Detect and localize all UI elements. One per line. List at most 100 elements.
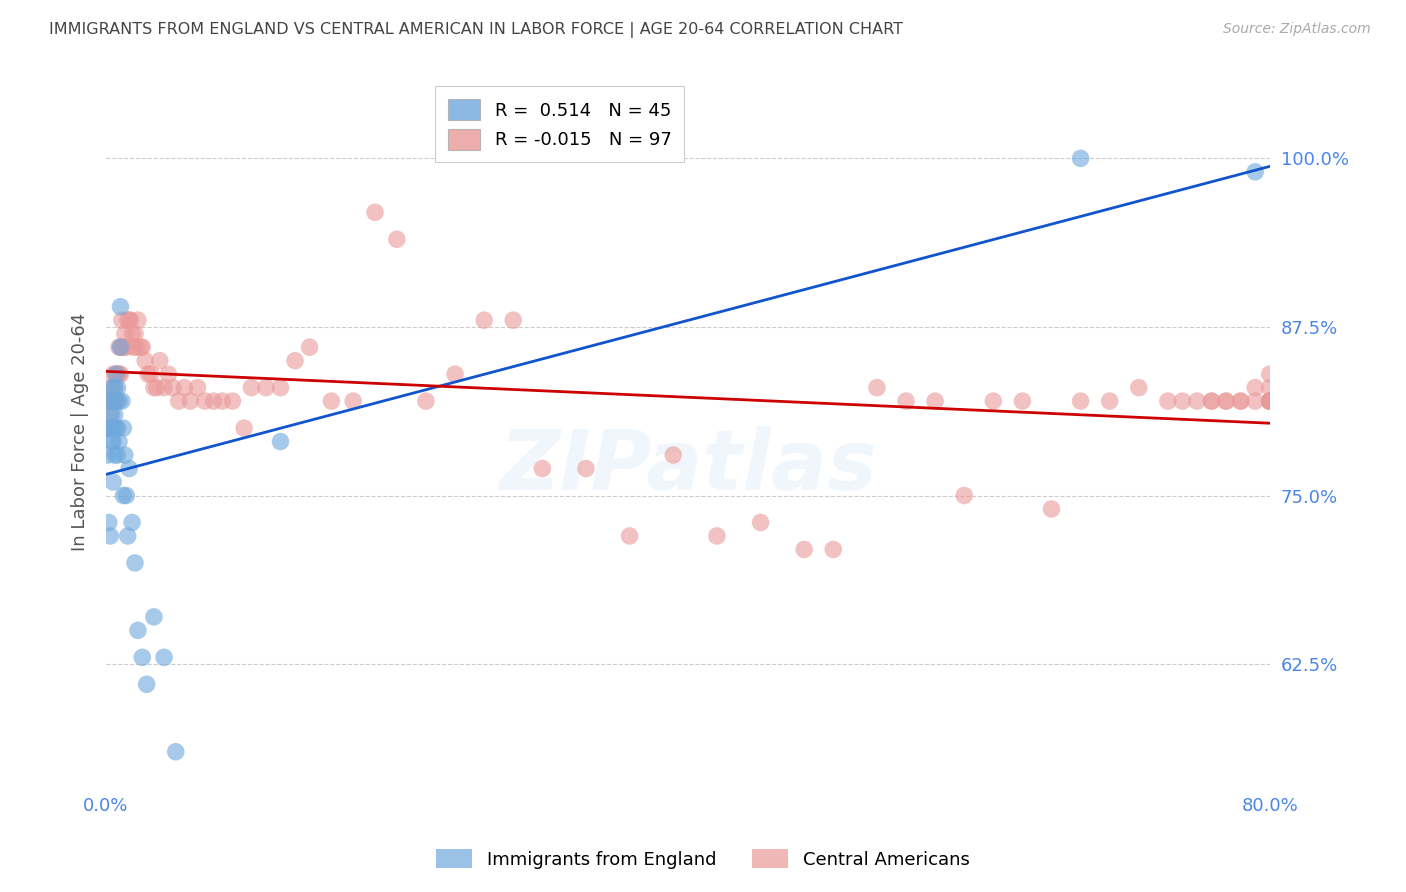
Point [1229,394,1251,409]
Point [153,650,176,665]
Point [1244,165,1267,179]
Point [662,448,685,462]
Point [385,232,408,246]
Point [108,340,131,354]
Point [100,394,122,409]
Point [117,313,139,327]
Point [269,381,291,395]
Point [415,394,437,409]
Point [1070,394,1092,409]
Point [575,461,598,475]
Point [1070,152,1092,166]
Point [1229,394,1251,409]
Point [254,381,277,395]
Point [111,394,134,409]
Point [165,745,187,759]
Legend: R =  0.514   N = 45, R = -0.015   N = 97: R = 0.514 N = 45, R = -0.015 N = 97 [436,87,685,162]
Point [240,381,263,395]
Point [112,488,135,502]
Point [98,421,121,435]
Point [749,516,772,530]
Point [97,394,120,409]
Point [96,421,118,435]
Point [179,394,201,409]
Point [124,556,146,570]
Point [107,381,129,395]
Point [100,408,122,422]
Point [101,421,124,435]
Point [110,340,132,354]
Point [98,408,121,422]
Point [121,326,143,341]
Point [105,367,128,381]
Point [472,313,495,327]
Point [619,529,641,543]
Point [104,408,127,422]
Point [1185,394,1208,409]
Point [105,394,128,409]
Point [1098,394,1121,409]
Point [114,448,136,462]
Point [125,340,148,354]
Point [111,313,134,327]
Point [1040,502,1063,516]
Point [1157,394,1180,409]
Point [121,516,143,530]
Point [162,381,184,395]
Point [187,381,209,395]
Point [1128,381,1150,395]
Point [104,381,127,395]
Point [108,394,131,409]
Point [110,300,132,314]
Point [894,394,917,409]
Point [131,340,153,354]
Point [157,367,180,381]
Point [136,367,159,381]
Point [1258,394,1281,409]
Point [134,353,156,368]
Point [221,394,243,409]
Point [269,434,291,449]
Point [108,367,131,381]
Point [104,448,127,462]
Point [115,488,138,502]
Point [107,367,129,381]
Point [101,434,124,449]
Point [100,381,122,395]
Point [105,367,128,381]
Point [233,421,256,435]
Point [167,394,190,409]
Point [104,381,127,395]
Point [107,448,129,462]
Point [173,381,195,395]
Y-axis label: In Labor Force | Age 20-64: In Labor Force | Age 20-64 [72,312,89,550]
Point [953,488,976,502]
Point [142,381,165,395]
Point [444,367,467,381]
Point [131,650,153,665]
Point [706,529,728,543]
Point [110,340,132,354]
Point [1201,394,1223,409]
Point [101,367,124,381]
Point [104,394,127,409]
Point [924,394,946,409]
Point [142,610,165,624]
Point [112,421,135,435]
Point [98,394,121,409]
Text: Source: ZipAtlas.com: Source: ZipAtlas.com [1223,22,1371,37]
Point [211,394,233,409]
Point [1258,394,1281,409]
Point [284,353,307,368]
Point [101,475,124,489]
Point [1201,394,1223,409]
Point [100,434,122,449]
Point [823,542,845,557]
Point [124,326,146,341]
Point [298,340,321,354]
Point [122,340,145,354]
Point [98,529,121,543]
Point [117,529,139,543]
Point [1244,394,1267,409]
Point [202,394,225,409]
